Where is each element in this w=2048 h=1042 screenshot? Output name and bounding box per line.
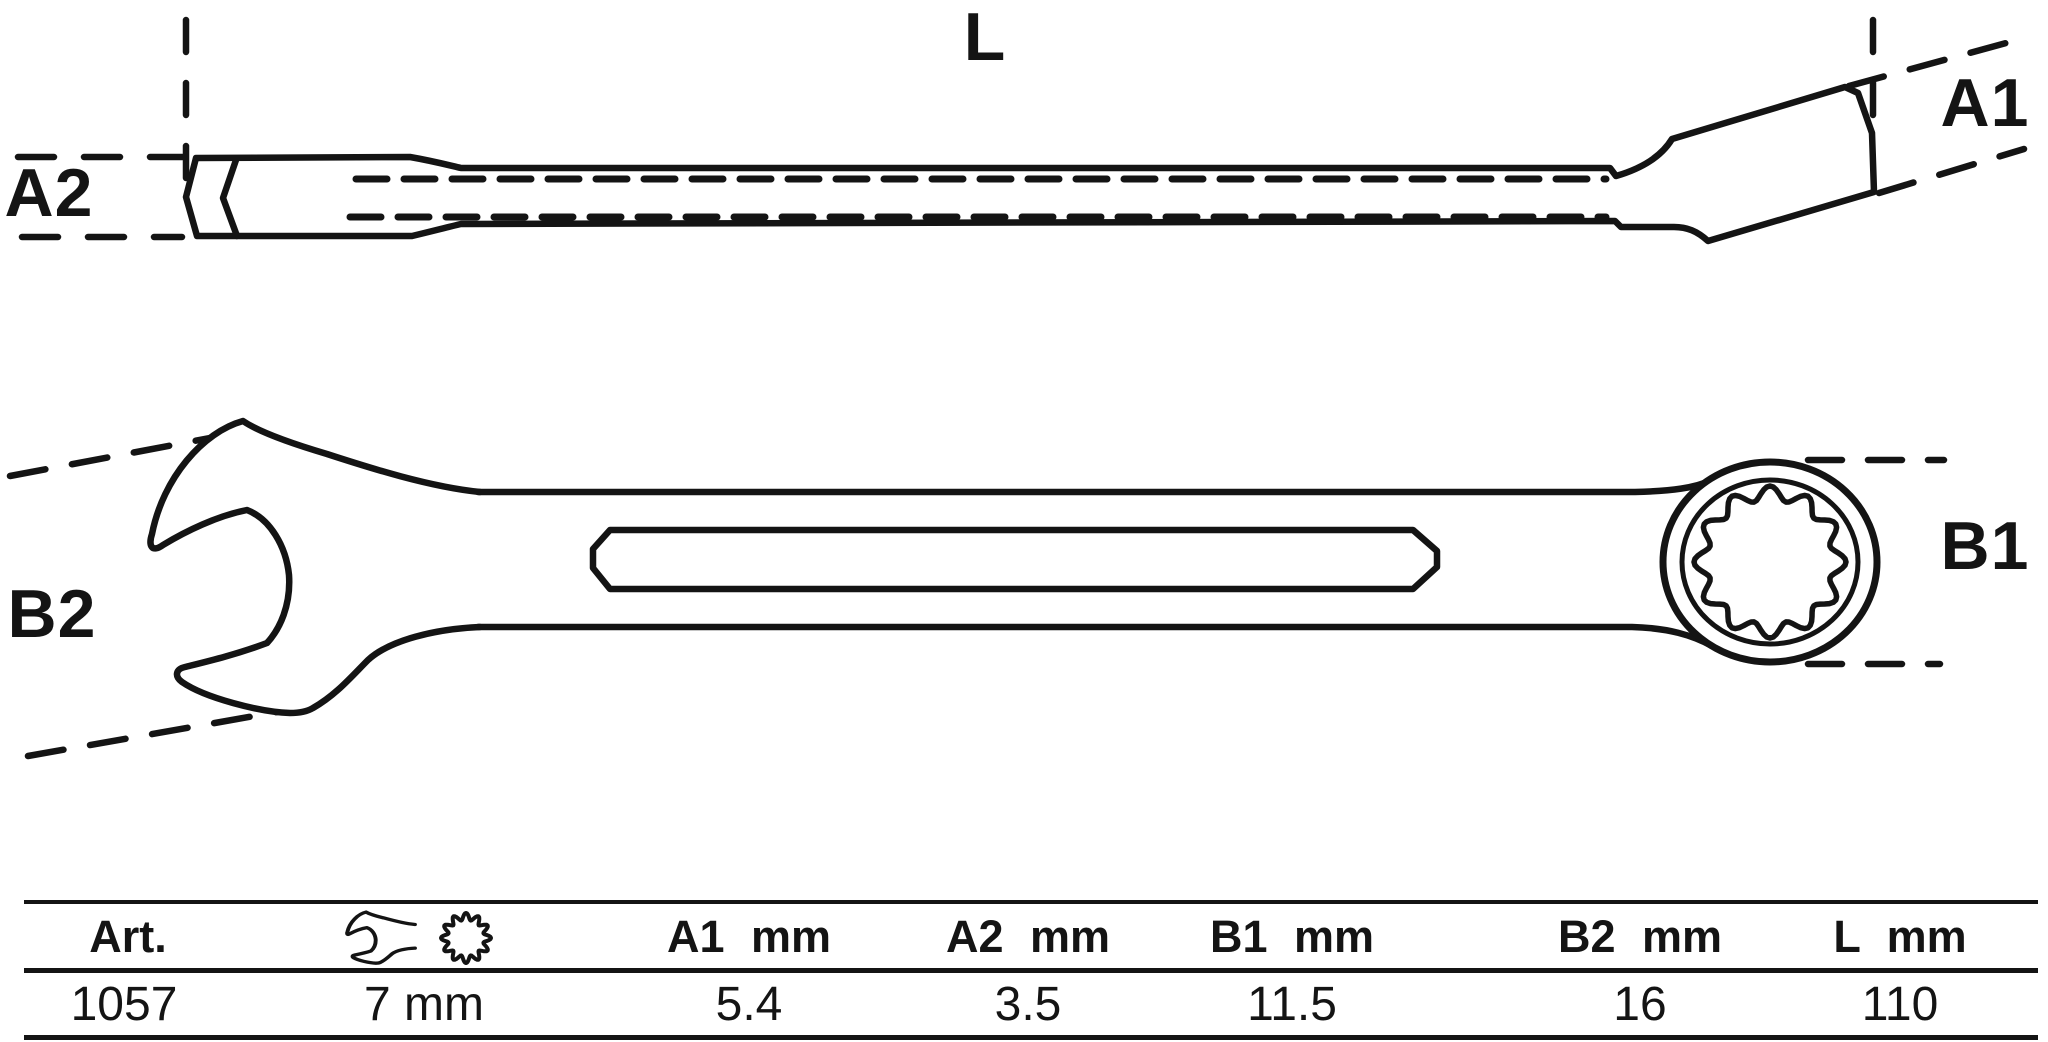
jaw-tip-facet-line [219, 156, 241, 240]
value-b2: 16 [1613, 978, 1667, 1031]
side-view-outline [182, 83, 1878, 245]
value-a1: 5.4 [715, 978, 783, 1031]
table-rule-top [24, 900, 2038, 904]
dim-label-length: L [963, 0, 1007, 75]
open-end-wrench-icon [345, 910, 417, 966]
ring-inner-edge [1679, 477, 1861, 647]
extension-line-b2-lower [24, 702, 315, 760]
shaft-top-edge [474, 476, 1716, 496]
plan-view [6, 421, 1948, 760]
extension-line-a1-upper [1845, 39, 2010, 90]
open-end-head [150, 421, 480, 713]
dim-label-a2: A2 [4, 155, 94, 231]
dim-label-b2: B2 [7, 576, 97, 652]
value-size: 7 mm [364, 978, 484, 1031]
value-b1: 11.5 [1247, 978, 1337, 1031]
col-header-b2: B2 mm [1557, 911, 1723, 962]
col-header-art: Art. [89, 911, 167, 962]
col-header-b1: B1 mm [1209, 911, 1375, 962]
value-l: 110 [1861, 978, 1939, 1031]
col-header-a1: A1 mm [666, 911, 832, 962]
table-rule-bottom [24, 1035, 2038, 1040]
col-header-l: L mm [1833, 911, 1967, 962]
table-rule-middle [24, 968, 2038, 973]
extension-line-a1-lower [1875, 145, 2028, 197]
value-a2: 3.5 [994, 978, 1062, 1031]
ring-12-point-profile [1691, 483, 1849, 641]
dim-label-b1: B1 [1940, 508, 2030, 584]
ring-12-point-icon [439, 911, 493, 965]
dim-label-a1: A1 [1940, 65, 2030, 141]
ring-outer-edge [1659, 458, 1881, 666]
table-icons [345, 910, 493, 966]
side-view [14, 16, 2028, 245]
value-art: 1057 [70, 978, 178, 1031]
shaft-panel [589, 526, 1441, 593]
shaft-bottom-edge [474, 623, 1716, 650]
col-header-a2: A2 mm [945, 911, 1111, 962]
